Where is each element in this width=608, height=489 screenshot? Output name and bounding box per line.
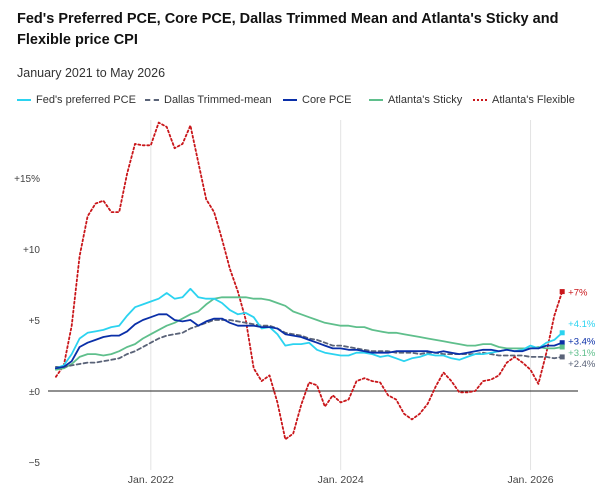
series-end-marker [559,344,565,350]
series-end-label: +2.4% [568,359,596,370]
y-tick-label: −5 [29,458,41,469]
series-end-label: +3.4% [568,337,596,348]
x-tick-label: Jan. 2026 [507,474,553,486]
x-tick-label: Jan. 2024 [318,474,364,486]
series-line [55,287,564,370]
legend-swatch [473,99,487,101]
series-line [55,121,564,441]
series-end-marker [559,340,565,346]
legend-item: Fed's preferred PCE [17,94,136,106]
legend-label: Core PCE [302,94,352,106]
legend-label: Fed's preferred PCE [36,94,136,106]
y-tick-label: +15% [14,174,40,185]
series-end-label: +7% [568,288,588,299]
legend-item: Core PCE [283,94,352,106]
y-tick-label: ±0 [29,387,40,398]
x-tick-label: Jan. 2022 [128,474,174,486]
legend-swatch [369,99,383,101]
chart-legend: Fed's preferred PCE Dallas Trimmed-mean Co… [17,94,608,112]
legend-item: Atlanta's Flexible [473,94,575,106]
series-end-label: +3.1% [568,348,596,359]
legend-label: Atlanta's Sticky [388,94,463,106]
legend-item: Atlanta's Sticky [369,94,462,106]
series-end-marker [559,354,565,360]
legend-label: Atlanta's Flexible [492,94,575,106]
legend-label: Dallas Trimmed-mean [164,94,272,106]
y-tick-label: +10 [23,245,40,256]
legend-swatch [17,99,31,101]
y-tick-label: +5 [29,316,41,327]
series-end-marker [559,289,565,295]
series-line [55,313,564,370]
chart-title: Fed's Preferred PCE, Core PCE, Dallas Tr… [17,11,559,48]
chart-subtitle: January 2021 to May 2026 [17,66,166,80]
legend-item: Dallas Trimmed-mean [145,94,272,106]
series-line [55,296,564,371]
legend-swatch [283,99,297,101]
legend-swatch [145,99,159,101]
series-end-label: +4.1% [568,319,596,330]
series-end-marker [559,330,565,336]
